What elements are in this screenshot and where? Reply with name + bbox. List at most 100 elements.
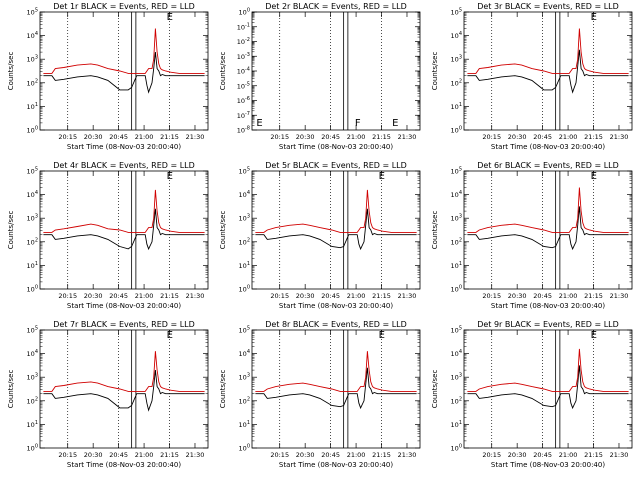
detector-panel-5: Det 5r BLACK = Events, RED = LLD Counts/s… <box>219 161 421 310</box>
y-tick-label: 105 <box>451 8 462 17</box>
panel-title: Det 8r BLACK = Events, RED = LLD <box>265 320 407 329</box>
events-series-line <box>43 208 205 251</box>
x-tick-label: 21:30 <box>610 451 629 459</box>
y-tick-label: 100 <box>239 444 250 453</box>
plot-frame <box>463 11 633 131</box>
x-tick-label: 21:00 <box>135 133 154 141</box>
events-series-line <box>43 52 205 94</box>
x-axis-label: Start Time (08-Nov-03 20:00:40) <box>67 302 181 310</box>
x-tick-label: 21:00 <box>559 133 578 141</box>
plot-frame <box>251 11 421 131</box>
x-tick-label: 21:15 <box>584 451 603 459</box>
x-tick-label: 21:30 <box>186 133 205 141</box>
y-tick-label: 104 <box>451 349 462 358</box>
flag-label: E <box>591 330 597 341</box>
detector-panel-6: Det 6r BLACK = Events, RED = LLD Counts/s… <box>431 161 633 310</box>
panel-title: Det 6r BLACK = Events, RED = LLD <box>477 161 619 170</box>
y-axis-label: Counts/sec <box>7 52 15 91</box>
detector-panel-4: Det 4r BLACK = Events, RED = LLD Counts/s… <box>7 161 209 310</box>
y-tick-label: 10-7 <box>237 111 250 120</box>
panel-title: Det 5r BLACK = Events, RED = LLD <box>265 161 407 170</box>
x-axis-label: Start Time (08-Nov-03 20:00:40) <box>279 461 393 469</box>
x-tick-label: 21:15 <box>160 451 179 459</box>
y-tick-label: 103 <box>27 373 38 382</box>
y-tick-label: 100 <box>27 444 38 453</box>
x-tick-label: 20:45 <box>321 133 340 141</box>
x-axis-label: Start Time (08-Nov-03 20:00:40) <box>279 143 393 151</box>
x-tick-label: 20:45 <box>109 292 128 300</box>
y-tick-label: 105 <box>27 8 38 17</box>
y-tick-label: 102 <box>451 237 462 246</box>
x-tick-label: 21:15 <box>372 451 391 459</box>
x-tick-label: 20:30 <box>84 451 103 459</box>
flag-label: E <box>591 171 597 182</box>
panel-title: Det 4r BLACK = Events, RED = LLD <box>53 161 195 170</box>
flag-label: E <box>167 330 173 341</box>
plot-frame <box>39 11 209 131</box>
detector-panel-8: Det 8r BLACK = Events, RED = LLD Counts/s… <box>219 320 421 469</box>
y-tick-label: 103 <box>239 373 250 382</box>
flag-label: E <box>167 12 173 23</box>
detector-panel-9: Det 9r BLACK = Events, RED = LLD Counts/s… <box>431 320 633 469</box>
lld-series-line <box>43 28 205 74</box>
y-tick-label: 10-6 <box>237 96 250 105</box>
x-tick-label: 20:45 <box>533 133 552 141</box>
x-tick-label: 21:15 <box>160 292 179 300</box>
x-tick-label: 20:15 <box>58 451 77 459</box>
y-tick-label: 100 <box>451 285 462 294</box>
x-tick-label: 21:30 <box>186 292 205 300</box>
x-tick-label: 21:15 <box>584 133 603 141</box>
y-tick-label: 103 <box>239 214 250 223</box>
x-tick-label: 20:15 <box>482 133 501 141</box>
plot-frame <box>251 170 421 290</box>
lld-series-line <box>43 189 205 233</box>
y-tick-label: 101 <box>27 261 38 270</box>
panel-title: Det 2r BLACK = Events, RED = LLD <box>265 2 407 11</box>
y-axis-label: Counts/sec <box>219 370 227 409</box>
y-tick-label: 100 <box>451 444 462 453</box>
panel-title: Det 3r BLACK = Events, RED = LLD <box>477 2 619 11</box>
x-tick-label: 20:15 <box>58 133 77 141</box>
plot-frame <box>39 170 209 290</box>
y-tick-label: 104 <box>27 190 38 199</box>
events-series-line <box>255 367 417 410</box>
y-tick-label: 102 <box>451 396 462 405</box>
lld-series-line <box>255 189 417 233</box>
y-tick-label: 101 <box>451 102 462 111</box>
y-axis-label: Counts/sec <box>431 52 439 91</box>
detector-panel-2: Det 2r BLACK = Events, RED = LLD Counts/s… <box>219 2 421 151</box>
y-tick-label: 105 <box>451 326 462 335</box>
x-tick-label: 20:30 <box>296 451 315 459</box>
lld-series-line <box>255 351 417 392</box>
y-tick-label: 103 <box>451 373 462 382</box>
x-tick-label: 20:45 <box>109 451 128 459</box>
y-tick-label: 100 <box>27 126 38 135</box>
x-tick-label: 20:30 <box>84 133 103 141</box>
lld-series-line <box>467 28 629 74</box>
y-tick-label: 103 <box>451 55 462 64</box>
x-tick-label: 21:00 <box>559 451 578 459</box>
y-tick-label: 104 <box>451 190 462 199</box>
panel-title: Det 7r BLACK = Events, RED = LLD <box>53 320 195 329</box>
x-tick-label: 21:15 <box>372 133 391 141</box>
flag-label: E <box>379 330 385 341</box>
x-tick-label: 20:30 <box>84 292 103 300</box>
x-tick-label: 21:30 <box>186 451 205 459</box>
y-tick-label: 102 <box>27 237 38 246</box>
x-tick-label: 20:15 <box>482 292 501 300</box>
y-tick-label: 10-4 <box>237 67 250 76</box>
y-tick-label: 104 <box>27 349 38 358</box>
y-tick-label: 10-8 <box>237 126 250 135</box>
y-axis-label: Counts/sec <box>431 211 439 250</box>
flag-label: E <box>392 118 398 129</box>
panel-title: Det 9r BLACK = Events, RED = LLD <box>477 320 619 329</box>
plot-frame <box>463 170 633 290</box>
y-tick-label: 101 <box>239 420 250 429</box>
x-tick-label: 20:15 <box>270 133 289 141</box>
events-series-line <box>43 370 205 412</box>
flag-label: E <box>167 171 173 182</box>
x-tick-label: 21:00 <box>559 292 578 300</box>
x-tick-label: 20:30 <box>508 451 527 459</box>
x-tick-label: 20:30 <box>296 133 315 141</box>
x-tick-label: 20:45 <box>533 292 552 300</box>
